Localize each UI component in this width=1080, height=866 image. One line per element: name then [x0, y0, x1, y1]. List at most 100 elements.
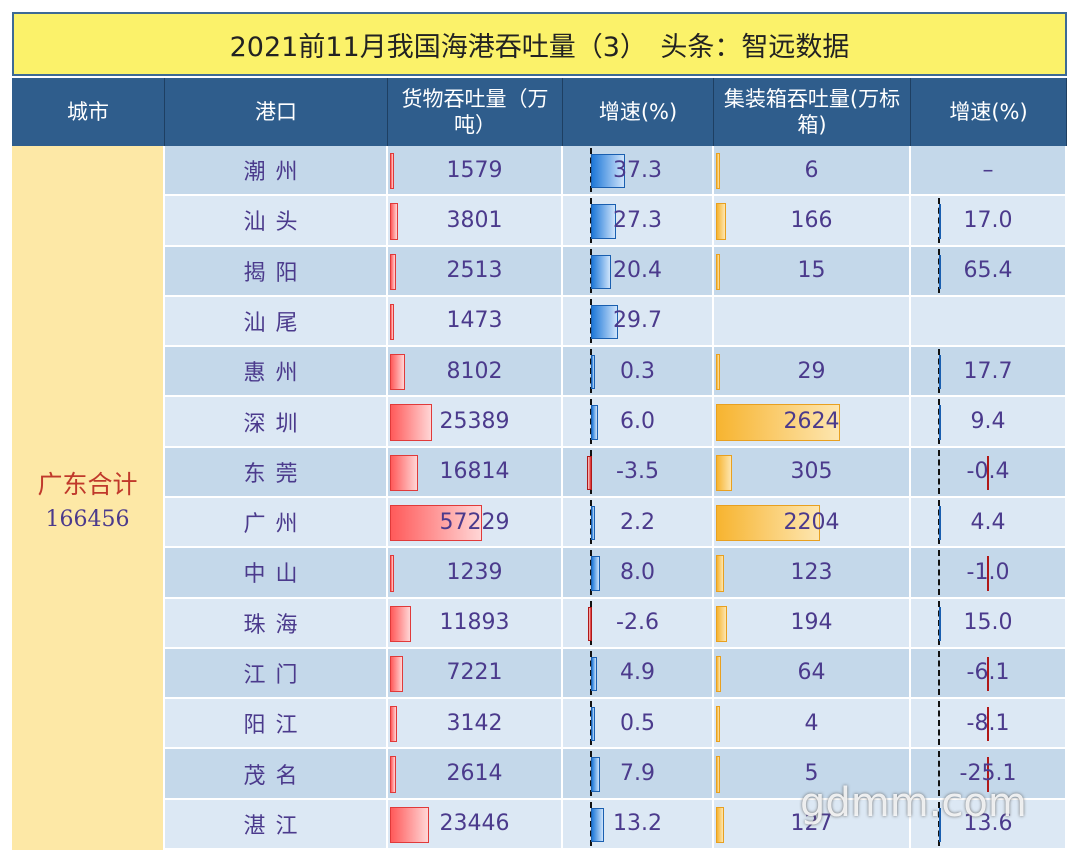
cell-text: 东莞 [243, 461, 308, 487]
cell-text: 深圳 [243, 411, 308, 437]
cell-text: 6.0 [620, 409, 655, 435]
zero-axis [938, 550, 940, 595]
table-cell: 1473 [388, 296, 563, 348]
table-cell: 潮州 [165, 146, 388, 197]
data-bar [716, 454, 733, 491]
table-cell: 6.0 [563, 397, 714, 448]
growth-bar [591, 204, 617, 239]
cell-text: -8.1 [966, 710, 1010, 736]
table-cell: 57229 [388, 498, 563, 549]
cell-text: 64 [797, 660, 826, 686]
data-bar [716, 555, 724, 592]
table-cell: -25.1 [911, 749, 1067, 800]
growth-bar [591, 304, 619, 340]
cell-text: 8.0 [620, 559, 655, 585]
data-bar [716, 354, 720, 391]
growth-bar [586, 455, 592, 490]
cell-text: 茂名 [243, 763, 308, 789]
data-bar [716, 655, 721, 693]
table-cell: 7221 [388, 648, 563, 700]
table-cell: 惠州 [165, 347, 388, 398]
data-bar [390, 555, 394, 592]
table-cell: 123 [714, 548, 911, 599]
table-cell: 深圳 [165, 397, 388, 448]
table-cell: 中山 [165, 548, 388, 599]
table-cell: 3142 [388, 699, 563, 750]
cell-text: 珠海 [243, 612, 308, 638]
table-cell: 0.3 [563, 347, 714, 398]
table-cell: 29 [714, 347, 911, 398]
cell-text: 15 [797, 258, 826, 284]
data-bar [390, 203, 398, 240]
data-bar [390, 756, 397, 793]
table-cell: 11893 [388, 598, 563, 649]
growth-bar [987, 455, 989, 490]
zero-axis [938, 751, 940, 796]
growth-bar [939, 204, 941, 239]
cell-text: 123 [790, 559, 833, 585]
data-bar [390, 303, 395, 341]
cell-text: 湛江 [243, 813, 308, 839]
cell-text: 2624 [783, 409, 840, 435]
table-cell: 8.0 [563, 548, 714, 599]
cell-text: 广州 [243, 512, 308, 538]
cell-text: 13.2 [613, 811, 662, 837]
growth-bar [939, 506, 941, 541]
growth-bar [939, 405, 941, 440]
cell-text: 29.7 [613, 308, 662, 334]
growth-bar [939, 355, 941, 390]
cell-text: 16814 [439, 459, 510, 485]
table-cell: 8102 [388, 347, 563, 398]
cell-text: 2204 [783, 509, 840, 535]
growth-bar [939, 606, 941, 641]
table-cell: 东莞 [165, 447, 388, 498]
table-cell: 37.3 [563, 146, 714, 197]
cell-text: 65.4 [963, 258, 1013, 284]
cell-text: 4.9 [620, 660, 655, 686]
cell-text: 1579 [446, 157, 503, 183]
table-cell: 广州 [165, 498, 388, 549]
table-cell: 7.9 [563, 749, 714, 800]
data-bar [390, 605, 411, 642]
table-cell: 汕头 [165, 196, 388, 247]
growth-bar [591, 556, 600, 591]
table-cell: 15 [714, 246, 911, 297]
group-label: 广东合计 [37, 469, 138, 499]
data-bar [390, 404, 432, 441]
cell-text: 潮州 [243, 160, 308, 186]
data-bar [716, 153, 720, 190]
table-cell: 23446 [388, 799, 563, 850]
table-cell: 4.9 [563, 648, 714, 700]
data-bar [390, 153, 395, 190]
cell-text: 0.5 [620, 710, 655, 736]
cell-text: -2.6 [616, 610, 659, 636]
cell-text: 1473 [446, 308, 503, 334]
table-cell: 2513 [388, 246, 563, 297]
cell-text: 中山 [243, 562, 308, 588]
table-cell: 166 [714, 196, 911, 247]
cell-text: -3.5 [616, 459, 659, 485]
zero-axis [938, 650, 940, 696]
table-cell: – [911, 146, 1067, 197]
cell-text: 揭阳 [243, 260, 308, 286]
table-cell: 5 [714, 749, 911, 800]
header-cell: 货物吞吐量（万吨） [388, 78, 563, 146]
table-cell: 汕尾 [165, 296, 388, 348]
cell-text: -1.0 [966, 559, 1010, 585]
header-cell: 集装箱吞吐量(万标箱) [714, 78, 911, 146]
table-cell: 3801 [388, 196, 563, 247]
cell-text: 7221 [446, 660, 503, 686]
table-cell: 15.0 [911, 598, 1067, 649]
cell-text: 2513 [446, 258, 503, 284]
header-cell: 港口 [165, 78, 388, 146]
cell-text: 2.2 [620, 509, 655, 535]
cell-text: 9.4 [970, 409, 1006, 435]
data-bar [390, 655, 404, 693]
cell-text: 27.3 [613, 207, 662, 233]
data-bar [390, 706, 397, 743]
table-cell: 茂名 [165, 749, 388, 800]
table-cell: -6.1 [911, 648, 1067, 700]
cell-text: 4 [804, 710, 819, 736]
cell-text: 25389 [439, 409, 510, 435]
